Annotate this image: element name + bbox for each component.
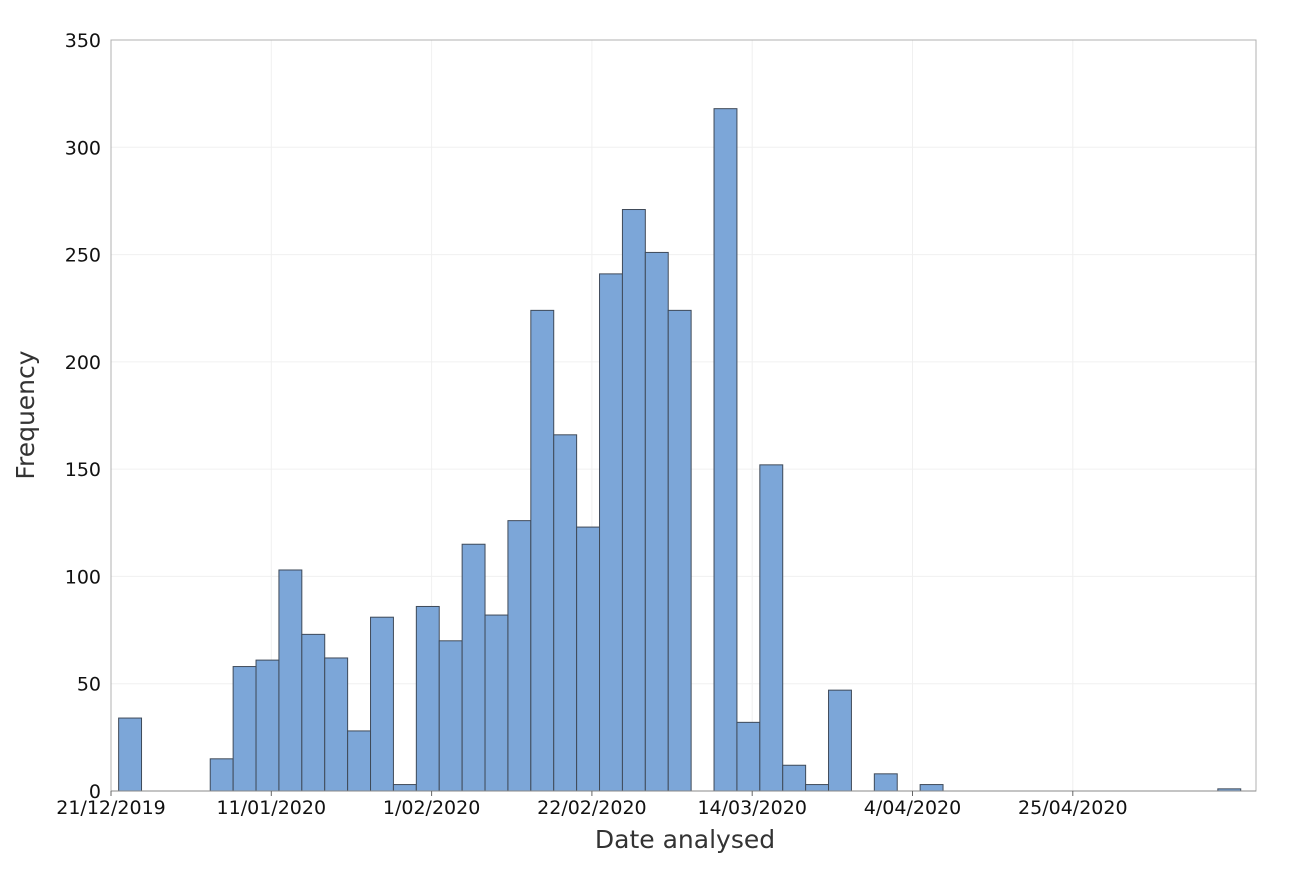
histogram-bar: [370, 616, 394, 792]
histogram-bar: [232, 666, 257, 792]
histogram-bar: [599, 273, 623, 792]
histogram-bar: [392, 784, 417, 792]
y-tick-label: 250: [65, 245, 101, 267]
histogram-bar: [255, 659, 280, 792]
histogram-bar: [759, 464, 784, 792]
bars-layer: [118, 108, 1242, 792]
histogram-bar: [209, 758, 234, 792]
histogram-bar: [301, 633, 326, 792]
y-tick-label: 350: [65, 30, 101, 52]
y-tick-label: 150: [65, 459, 101, 481]
histogram-bar: [324, 657, 349, 792]
histogram-bar: [118, 717, 143, 792]
x-axis-title: Date analysed: [595, 825, 775, 854]
histogram-bar: [484, 614, 509, 792]
histogram-bar: [553, 434, 578, 792]
y-tick-labels: 0 50 100 150 200 250 300 350: [65, 30, 101, 803]
x-tick-label: 21/12/2019: [56, 797, 166, 819]
histogram-bar: [782, 764, 807, 792]
y-axis-title: Frequency: [11, 350, 40, 479]
x-tick-label: 1/02/2020: [383, 797, 480, 819]
histogram-bar: [278, 569, 303, 792]
histogram-bar: [667, 309, 692, 792]
x-tick-label: 14/03/2020: [697, 797, 807, 819]
histogram-bar: [415, 605, 440, 792]
histogram-bar: [828, 689, 852, 792]
y-tick-label: 300: [65, 137, 101, 159]
x-tick-label: 11/01/2020: [217, 797, 327, 819]
histogram-bar: [805, 784, 830, 792]
x-tick-label: 4/04/2020: [864, 797, 961, 819]
histogram-bar: [736, 721, 761, 792]
histogram-bar: [621, 209, 646, 792]
y-tick-label: 100: [65, 566, 101, 588]
histogram-bar: [507, 520, 532, 792]
histogram-bar: [576, 526, 601, 792]
x-tick-label: 22/02/2020: [537, 797, 647, 819]
y-tick-label: 50: [77, 674, 101, 696]
histogram-bar: [461, 543, 486, 792]
x-tick-label: 25/04/2020: [1018, 797, 1128, 819]
y-tick-label: 200: [65, 352, 101, 374]
y-tick-label: 0: [89, 781, 101, 803]
histogram-bar: [438, 640, 463, 792]
histogram-bar: [713, 108, 738, 792]
histogram-bar: [919, 784, 944, 792]
histogram-bar: [530, 309, 555, 792]
x-tick-labels: 21/12/2019 11/01/2020 1/02/2020 22/02/2020 1…: [56, 791, 1128, 819]
histogram-bar: [347, 730, 372, 792]
histogram-bar: [873, 773, 898, 792]
histogram-bar: [644, 251, 669, 792]
